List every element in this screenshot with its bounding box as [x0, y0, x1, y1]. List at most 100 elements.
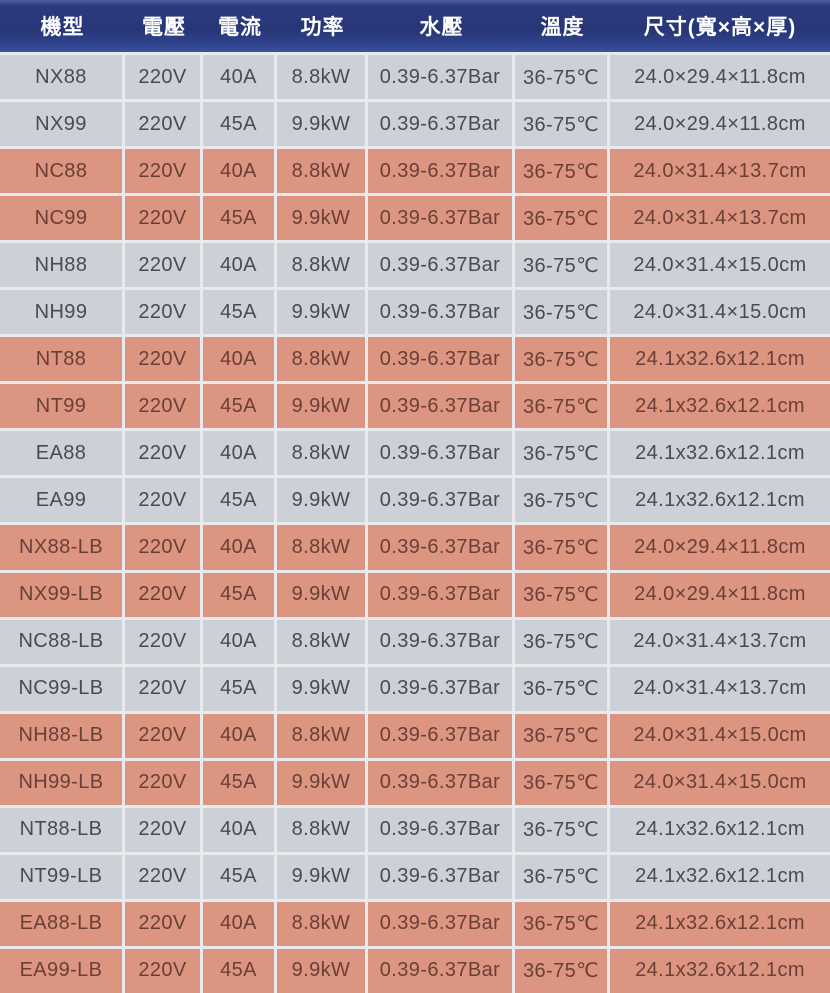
- cell-current: 40A: [203, 710, 277, 758]
- cell-pressure: 0.39-6.37Bar: [368, 710, 515, 758]
- cell-power: 8.8kW: [277, 898, 368, 946]
- cell-voltage: 220V: [125, 945, 203, 993]
- cell-pressure: 0.39-6.37Bar: [368, 193, 515, 241]
- cell-temperature: 36-75℃: [515, 287, 610, 335]
- cell-model: EA88-LB: [0, 898, 125, 946]
- cell-dimensions: 24.1x32.6x12.1cm: [610, 851, 830, 899]
- cell-power: 9.9kW: [277, 193, 368, 241]
- column-header-power: 功率: [277, 0, 368, 52]
- cell-dimensions: 24.1x32.6x12.1cm: [610, 945, 830, 993]
- cell-power: 9.9kW: [277, 663, 368, 711]
- cell-pressure: 0.39-6.37Bar: [368, 851, 515, 899]
- cell-voltage: 220V: [125, 52, 203, 100]
- cell-power: 8.8kW: [277, 616, 368, 664]
- cell-temperature: 36-75℃: [515, 381, 610, 429]
- table-row-ea88: EA88 220V 40A 8.8kW 0.39-6.37Bar 36-75℃ 24.1x3…: [0, 428, 830, 476]
- cell-pressure: 0.39-6.37Bar: [368, 381, 515, 429]
- cell-pressure: 0.39-6.37Bar: [368, 569, 515, 617]
- cell-model: NT88: [0, 334, 125, 382]
- cell-model: NH99-LB: [0, 757, 125, 805]
- cell-voltage: 220V: [125, 616, 203, 664]
- cell-current: 45A: [203, 287, 277, 335]
- cell-dimensions: 24.0×31.4×13.7cm: [610, 616, 830, 664]
- cell-temperature: 36-75℃: [515, 945, 610, 993]
- cell-power: 9.9kW: [277, 475, 368, 523]
- cell-power: 9.9kW: [277, 851, 368, 899]
- column-header-current: 電流: [203, 0, 277, 52]
- cell-temperature: 36-75℃: [515, 710, 610, 758]
- cell-current: 40A: [203, 146, 277, 194]
- cell-voltage: 220V: [125, 381, 203, 429]
- cell-power: 8.8kW: [277, 804, 368, 852]
- cell-temperature: 36-75℃: [515, 334, 610, 382]
- cell-power: 9.9kW: [277, 99, 368, 147]
- cell-current: 40A: [203, 616, 277, 664]
- cell-current: 45A: [203, 193, 277, 241]
- cell-pressure: 0.39-6.37Bar: [368, 428, 515, 476]
- table-row-ea99: EA99 220V 45A 9.9kW 0.39-6.37Bar 36-75℃ 24.1x3…: [0, 475, 830, 523]
- cell-temperature: 36-75℃: [515, 569, 610, 617]
- table-row-nx88-lb: NX88-LB 220V 40A 8.8kW 0.39-6.37Bar 36-75℃ 24.…: [0, 522, 830, 570]
- cell-power: 8.8kW: [277, 240, 368, 288]
- table-row-nc88-lb: NC88-LB 220V 40A 8.8kW 0.39-6.37Bar 36-75℃ 24.…: [0, 616, 830, 664]
- cell-model: NT88-LB: [0, 804, 125, 852]
- cell-pressure: 0.39-6.37Bar: [368, 757, 515, 805]
- cell-power: 8.8kW: [277, 334, 368, 382]
- cell-temperature: 36-75℃: [515, 193, 610, 241]
- cell-pressure: 0.39-6.37Bar: [368, 240, 515, 288]
- spec-table-body: NX88 220V 40A 8.8kW 0.39-6.37Bar 36-75℃ 24.0×2…: [0, 52, 830, 993]
- cell-dimensions: 24.0×29.4×11.8cm: [610, 522, 830, 570]
- cell-temperature: 36-75℃: [515, 146, 610, 194]
- cell-dimensions: 24.0×31.4×13.7cm: [610, 146, 830, 194]
- cell-pressure: 0.39-6.37Bar: [368, 287, 515, 335]
- cell-dimensions: 24.1x32.6x12.1cm: [610, 898, 830, 946]
- cell-temperature: 36-75℃: [515, 99, 610, 147]
- cell-model: EA88: [0, 428, 125, 476]
- table-row-nx88: NX88 220V 40A 8.8kW 0.39-6.37Bar 36-75℃ 24.0×2…: [0, 52, 830, 100]
- cell-dimensions: 24.0×31.4×13.7cm: [610, 663, 830, 711]
- cell-current: 40A: [203, 804, 277, 852]
- cell-temperature: 36-75℃: [515, 898, 610, 946]
- cell-current: 40A: [203, 428, 277, 476]
- cell-dimensions: 24.1x32.6x12.1cm: [610, 381, 830, 429]
- table-row-nh88: NH88 220V 40A 8.8kW 0.39-6.37Bar 36-75℃ 24.0×3…: [0, 240, 830, 288]
- cell-voltage: 220V: [125, 663, 203, 711]
- table-row-nt88-lb: NT88-LB 220V 40A 8.8kW 0.39-6.37Bar 36-75℃ 24.…: [0, 804, 830, 852]
- table-row-ea88-lb: EA88-LB 220V 40A 8.8kW 0.39-6.37Bar 36-75℃ 24.…: [0, 898, 830, 946]
- cell-voltage: 220V: [125, 193, 203, 241]
- cell-dimensions: 24.1x32.6x12.1cm: [610, 428, 830, 476]
- header-row: 機型 電壓 電流 功率 水壓 溫度 尺寸(寬×高×厚): [0, 0, 830, 52]
- cell-power: 9.9kW: [277, 287, 368, 335]
- cell-model: NT99-LB: [0, 851, 125, 899]
- table-row-nt99: NT99 220V 45A 9.9kW 0.39-6.37Bar 36-75℃ 24.1x3…: [0, 381, 830, 429]
- cell-model: NX88-LB: [0, 522, 125, 570]
- cell-model: NH99: [0, 287, 125, 335]
- cell-power: 8.8kW: [277, 428, 368, 476]
- cell-temperature: 36-75℃: [515, 804, 610, 852]
- cell-power: 9.9kW: [277, 381, 368, 429]
- cell-current: 45A: [203, 757, 277, 805]
- cell-current: 45A: [203, 569, 277, 617]
- cell-pressure: 0.39-6.37Bar: [368, 146, 515, 194]
- cell-temperature: 36-75℃: [515, 663, 610, 711]
- table-row-nh88-lb: NH88-LB 220V 40A 8.8kW 0.39-6.37Bar 36-75℃ 24.…: [0, 710, 830, 758]
- cell-pressure: 0.39-6.37Bar: [368, 334, 515, 382]
- cell-voltage: 220V: [125, 475, 203, 523]
- cell-model: NT99: [0, 381, 125, 429]
- cell-pressure: 0.39-6.37Bar: [368, 663, 515, 711]
- cell-voltage: 220V: [125, 287, 203, 335]
- cell-voltage: 220V: [125, 757, 203, 805]
- cell-current: 45A: [203, 381, 277, 429]
- cell-pressure: 0.39-6.37Bar: [368, 945, 515, 993]
- column-header-temperature: 溫度: [515, 0, 610, 52]
- cell-power: 8.8kW: [277, 146, 368, 194]
- cell-dimensions: 24.1x32.6x12.1cm: [610, 334, 830, 382]
- cell-model: NC88-LB: [0, 616, 125, 664]
- cell-model: NX88: [0, 52, 125, 100]
- cell-temperature: 36-75℃: [515, 475, 610, 523]
- cell-dimensions: 24.0×31.4×15.0cm: [610, 240, 830, 288]
- cell-dimensions: 24.0×31.4×15.0cm: [610, 710, 830, 758]
- cell-current: 40A: [203, 52, 277, 100]
- column-header-pressure: 水壓: [368, 0, 515, 52]
- table-row-nh99-lb: NH99-LB 220V 45A 9.9kW 0.39-6.37Bar 36-75℃ 24.…: [0, 757, 830, 805]
